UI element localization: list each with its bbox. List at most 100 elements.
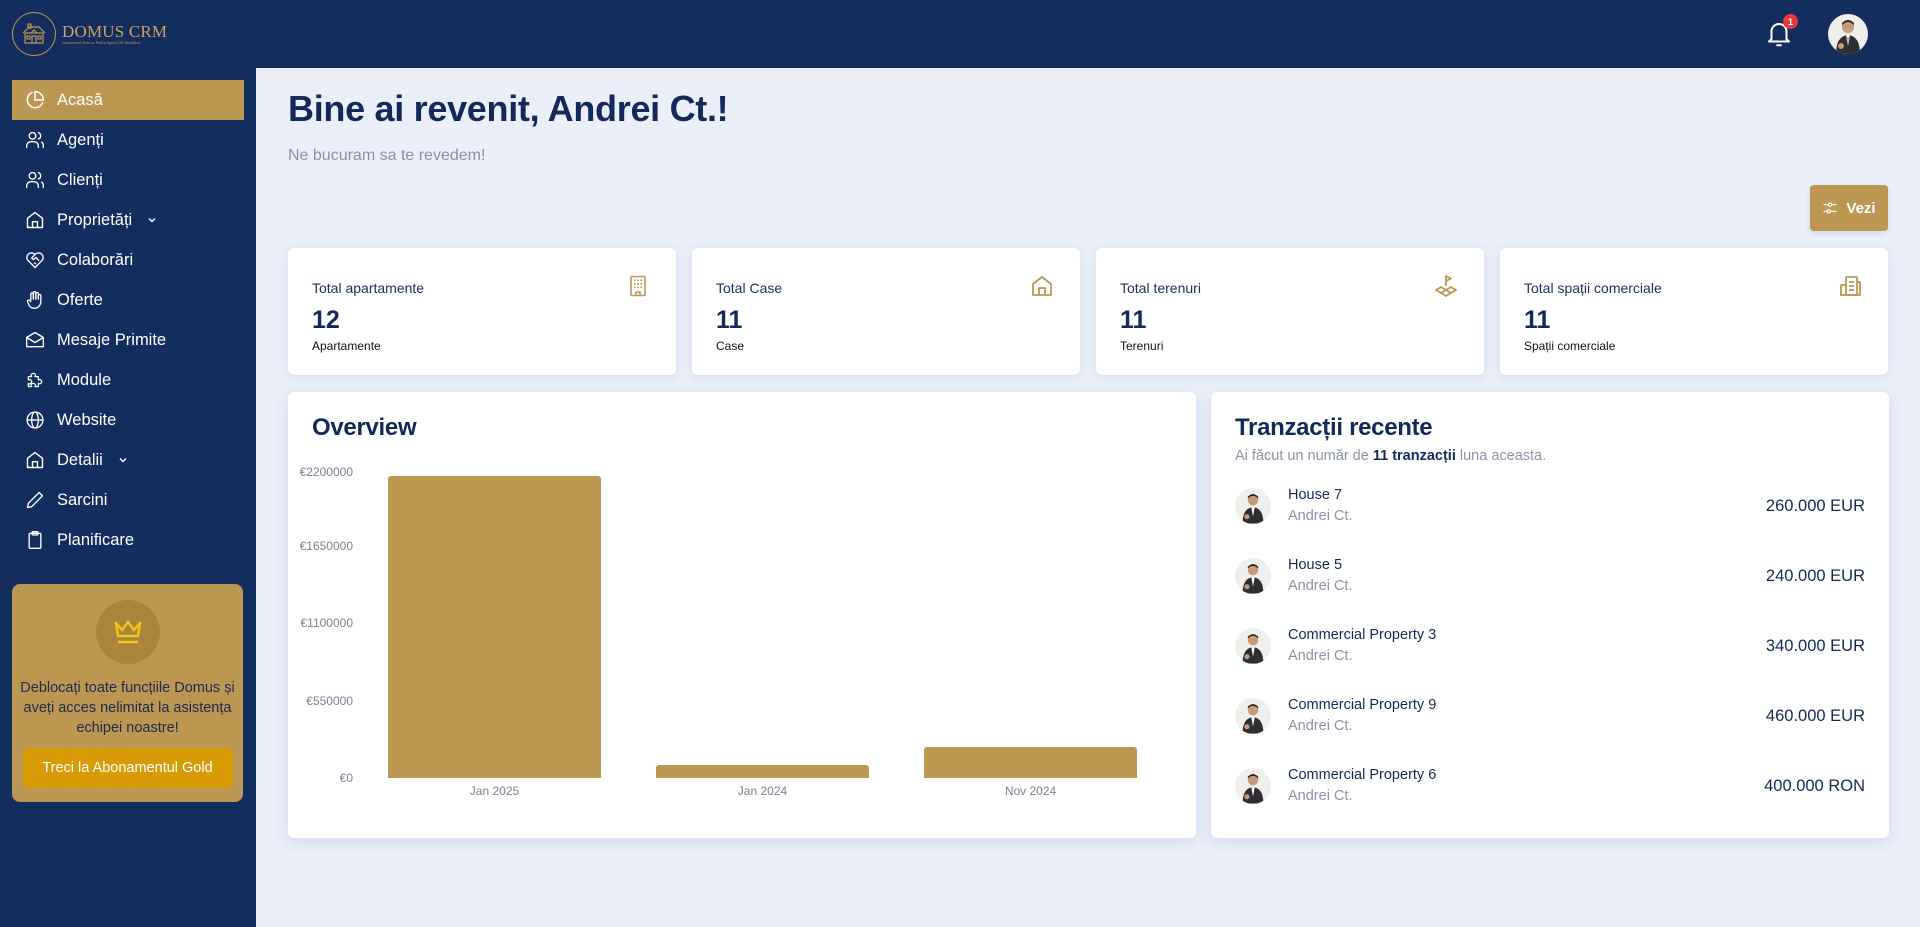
subtitle-suffix: luna aceasta. xyxy=(1459,448,1547,464)
promo-text: Deblocați toate funcțiile Domus și aveți… xyxy=(20,680,235,736)
sidebar-item-detalii[interactable]: Detalii xyxy=(12,440,244,480)
y-tick: €1100000 xyxy=(300,616,354,630)
stat-value: 11 xyxy=(1120,306,1147,334)
sidebar-item-oferte[interactable]: Oferte xyxy=(12,280,244,320)
y-tick: €0 xyxy=(339,771,353,785)
transaction-row[interactable]: House 7 Andrei Ct. 260.000 EUR xyxy=(1235,482,1865,530)
logo-house-icon xyxy=(12,12,56,56)
user-avatar[interactable] xyxy=(1828,14,1868,54)
transaction-amount: 340.000 EUR xyxy=(1765,636,1865,655)
stat-card-houses[interactable]: Total Case 11 Case xyxy=(692,248,1080,375)
transaction-property: House 7 xyxy=(1288,487,1343,503)
sidebar-item-planificare[interactable]: Planificare xyxy=(12,520,244,560)
sidebar-item-label: Mesaje Primite xyxy=(57,330,167,349)
users-icon xyxy=(24,169,46,191)
home-icon xyxy=(24,209,46,231)
stat-value: 11 xyxy=(716,306,743,334)
recent-transactions-subtitle: Ai făcut un număr de 11 tranzacții luna … xyxy=(1235,448,1546,464)
y-tick: €2200000 xyxy=(299,465,353,479)
hand-icon xyxy=(24,289,46,311)
transaction-row[interactable]: Commercial Property 6 Andrei Ct. 400.000… xyxy=(1235,762,1865,810)
stat-title: Total apartamente xyxy=(312,280,425,296)
pencil-icon xyxy=(24,489,46,511)
transaction-row[interactable]: Commercial Property 9 Andrei Ct. 460.000… xyxy=(1235,692,1865,740)
commercial-building-icon xyxy=(1840,276,1861,296)
bar-jan-2024[interactable] xyxy=(656,765,869,778)
sidebar-item-module[interactable]: Module xyxy=(12,360,244,400)
chevron-down-icon xyxy=(146,214,158,226)
clipboard-icon xyxy=(24,529,46,551)
notification-count-badge: 1 xyxy=(1783,14,1798,29)
x-tick: Jan 2024 xyxy=(737,784,788,798)
sidebar-item-website[interactable]: Website xyxy=(12,400,244,440)
stat-title: Total Case xyxy=(716,280,783,296)
globe-icon xyxy=(24,409,46,431)
sidebar-item-label: Planificare xyxy=(57,530,135,549)
chevron-down-icon xyxy=(117,454,129,466)
transaction-amount: 460.000 EUR xyxy=(1765,706,1865,725)
stat-card-commercial[interactable]: Total spații comerciale 11 Spații comerc… xyxy=(1500,248,1888,375)
users-icon xyxy=(24,129,46,151)
stat-card-land[interactable]: Total terenuri 11 Terenuri xyxy=(1096,248,1484,375)
sidebar-item-acasa[interactable]: Acasă xyxy=(12,80,244,120)
sidebar-item-label: Agenți xyxy=(57,130,104,149)
agent-avatar xyxy=(1235,558,1271,594)
transaction-property: Commercial Property 3 xyxy=(1288,627,1437,643)
transaction-agent: Andrei Ct. xyxy=(1288,718,1353,734)
transaction-amount: 400.000 RON xyxy=(1764,776,1865,795)
top-bar: DOMUS CRM Instrumentul Avansat Pentru Ag… xyxy=(0,0,1920,68)
stat-unit: Terenuri xyxy=(1120,339,1164,353)
sidebar-item-mesaje-primite[interactable]: Mesaje Primite xyxy=(12,320,244,360)
upgrade-gold-button[interactable]: Treci la Abonamentul Gold xyxy=(22,748,233,788)
notifications-button[interactable]: 1 xyxy=(1764,14,1798,49)
transaction-row[interactable]: House 5 Andrei Ct. 240.000 EUR xyxy=(1235,552,1865,600)
sidebar-item-label: Colaborări xyxy=(57,250,134,269)
sidebar-item-colaborari[interactable]: Colaborări xyxy=(12,240,244,280)
logo[interactable]: DOMUS CRM Instrumentul Avansat Pentru Ag… xyxy=(12,12,167,56)
transaction-property: Commercial Property 9 xyxy=(1288,697,1437,713)
pie-chart-icon xyxy=(24,89,46,111)
sidebar-item-label: Sarcini xyxy=(57,490,108,509)
bar-jan-2025[interactable] xyxy=(388,476,601,778)
recent-transactions-title: Tranzacții recente xyxy=(1235,414,1433,441)
overview-title: Overview xyxy=(312,414,417,441)
main-content: Bine ai revenit, Andrei Ct.! Ne bucuram … xyxy=(256,68,1920,927)
transaction-amount: 240.000 EUR xyxy=(1765,566,1865,585)
y-tick: €550000 xyxy=(306,694,353,708)
sidebar-item-clienti[interactable]: Clienți xyxy=(12,160,244,200)
view-filter-label: Vezi xyxy=(1846,199,1876,217)
sliders-icon xyxy=(1823,202,1838,214)
transaction-amount: 260.000 EUR xyxy=(1765,496,1865,515)
agent-avatar xyxy=(1235,628,1271,664)
sidebar-item-sarcini[interactable]: Sarcini xyxy=(12,480,244,520)
stat-card-apartments[interactable]: Total apartamente 12 Apartamente xyxy=(288,248,676,375)
overview-chart-card: Overview €2200000 €1650000 €1100000 €550… xyxy=(288,392,1196,838)
stat-unit: Spații comerciale xyxy=(1524,339,1616,353)
sidebar-item-label: Module xyxy=(57,370,112,389)
stats-row: Total apartamente 12 Apartamente Total C… xyxy=(288,248,1888,375)
sidebar-nav: Acasă Agenți Clienți Proprietăți xyxy=(0,80,256,560)
x-tick: Jan 2025 xyxy=(469,784,520,798)
stat-unit: Apartamente xyxy=(312,339,381,353)
transaction-agent: Andrei Ct. xyxy=(1288,648,1353,664)
sidebar-item-label: Proprietăți xyxy=(57,210,133,229)
transaction-agent: Andrei Ct. xyxy=(1288,508,1353,524)
heart-handshake-icon xyxy=(24,249,46,271)
transaction-agent: Andrei Ct. xyxy=(1288,788,1353,804)
stat-unit: Case xyxy=(716,339,745,353)
puzzle-icon xyxy=(24,369,46,391)
land-plot-icon xyxy=(1435,275,1457,297)
agent-avatar xyxy=(1235,768,1271,804)
stat-value: 11 xyxy=(1524,306,1551,334)
home-icon xyxy=(1032,276,1052,296)
view-filter-button[interactable]: Vezi xyxy=(1810,185,1888,231)
building-icon xyxy=(630,275,646,297)
sidebar-item-label: Website xyxy=(57,410,117,429)
sidebar-item-proprietati[interactable]: Proprietăți xyxy=(12,200,244,240)
sidebar-item-agenti[interactable]: Agenți xyxy=(12,120,244,160)
transaction-property: House 5 xyxy=(1288,557,1343,573)
transaction-row[interactable]: Commercial Property 3 Andrei Ct. 340.000… xyxy=(1235,622,1865,670)
sidebar-item-label: Detalii xyxy=(57,450,103,469)
bar-nov-2024[interactable] xyxy=(924,747,1137,778)
logo-subtitle: Instrumentul Avansat Pentru Agentia De I… xyxy=(62,40,141,45)
